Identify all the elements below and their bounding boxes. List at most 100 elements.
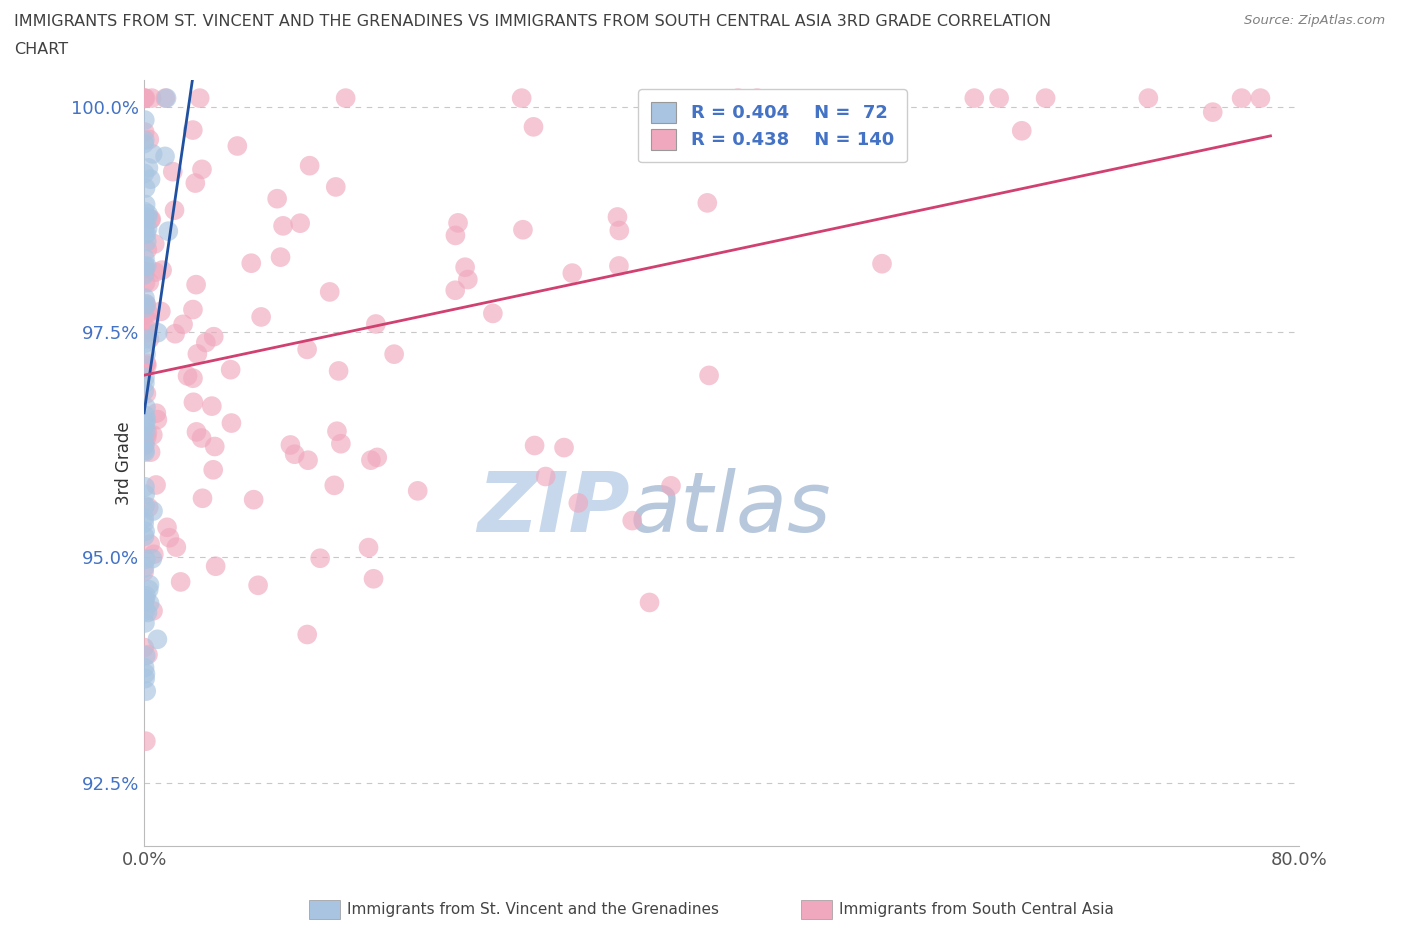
Point bbox=[136, 242, 159, 257]
Point bbox=[169, 575, 191, 590]
Point bbox=[143, 236, 166, 251]
Point bbox=[150, 262, 173, 277]
Point bbox=[134, 136, 156, 151]
Point bbox=[271, 219, 294, 233]
Point bbox=[134, 565, 156, 579]
Point bbox=[134, 384, 156, 399]
Point bbox=[1137, 90, 1160, 105]
Point bbox=[134, 671, 156, 686]
Point bbox=[135, 197, 157, 212]
Point bbox=[457, 272, 479, 287]
Point bbox=[382, 347, 405, 362]
Point bbox=[406, 484, 429, 498]
Point bbox=[134, 640, 156, 655]
Point bbox=[141, 90, 163, 105]
Point bbox=[510, 90, 533, 105]
Point bbox=[363, 571, 385, 586]
Point bbox=[138, 500, 160, 515]
Point bbox=[149, 304, 172, 319]
Point bbox=[325, 179, 347, 194]
Point bbox=[136, 647, 159, 662]
Point bbox=[138, 314, 160, 329]
Point bbox=[157, 530, 180, 545]
Point bbox=[219, 362, 242, 377]
Point bbox=[165, 539, 187, 554]
Point bbox=[444, 283, 467, 298]
Point bbox=[988, 90, 1011, 105]
Point bbox=[134, 210, 156, 225]
Point bbox=[357, 540, 380, 555]
Point bbox=[134, 616, 156, 631]
Point bbox=[553, 440, 575, 455]
Point bbox=[139, 172, 162, 187]
Point bbox=[134, 408, 156, 423]
Legend: R = 0.404    N =  72, R = 0.438    N = 140: R = 0.404 N = 72, R = 0.438 N = 140 bbox=[638, 89, 907, 163]
Point bbox=[328, 364, 350, 379]
Point bbox=[172, 317, 194, 332]
Point bbox=[183, 395, 205, 410]
Point bbox=[165, 326, 187, 341]
Point bbox=[134, 290, 156, 305]
Point bbox=[155, 90, 177, 105]
Point bbox=[134, 113, 156, 127]
Point bbox=[134, 90, 156, 105]
Point bbox=[534, 469, 557, 484]
Point bbox=[366, 450, 388, 465]
Point bbox=[134, 660, 156, 675]
Point bbox=[145, 405, 167, 420]
Point bbox=[142, 604, 165, 618]
Point bbox=[136, 326, 159, 340]
Point bbox=[134, 498, 156, 513]
Point bbox=[146, 631, 169, 646]
Text: atlas: atlas bbox=[630, 469, 831, 550]
Point bbox=[745, 90, 768, 105]
Point bbox=[184, 176, 207, 191]
Point bbox=[298, 158, 321, 173]
Point bbox=[135, 430, 157, 445]
Point bbox=[176, 368, 198, 383]
Point bbox=[134, 260, 156, 275]
Point bbox=[134, 529, 156, 544]
Point bbox=[134, 331, 156, 346]
Point bbox=[134, 479, 156, 494]
Point bbox=[134, 300, 156, 315]
Point bbox=[138, 578, 160, 592]
Point bbox=[132, 220, 155, 235]
Text: ZIP: ZIP bbox=[477, 469, 630, 550]
Point bbox=[447, 216, 470, 231]
Point bbox=[607, 223, 630, 238]
Point bbox=[135, 358, 157, 373]
Point bbox=[135, 423, 157, 438]
Text: Immigrants from St. Vincent and the Grenadines: Immigrants from St. Vincent and the Gren… bbox=[347, 902, 720, 917]
Point bbox=[181, 371, 204, 386]
Point bbox=[134, 90, 156, 105]
Point bbox=[142, 428, 165, 443]
Point bbox=[136, 206, 159, 221]
Point bbox=[155, 90, 177, 105]
Point bbox=[142, 504, 165, 519]
Point bbox=[146, 326, 169, 340]
Point bbox=[134, 604, 156, 618]
Point bbox=[134, 125, 156, 140]
Point bbox=[638, 595, 661, 610]
Point bbox=[326, 424, 349, 439]
Point bbox=[188, 90, 211, 105]
Point bbox=[607, 259, 630, 273]
Point bbox=[135, 400, 157, 415]
Point bbox=[454, 259, 477, 274]
Point bbox=[134, 666, 156, 681]
Point bbox=[134, 133, 156, 148]
Point bbox=[335, 90, 357, 105]
Point bbox=[284, 446, 307, 461]
Point bbox=[204, 439, 226, 454]
Point bbox=[727, 90, 749, 105]
Point bbox=[1035, 90, 1057, 105]
Point bbox=[135, 386, 157, 401]
Point bbox=[135, 227, 157, 242]
Point bbox=[135, 356, 157, 371]
Point bbox=[138, 332, 160, 347]
Point bbox=[153, 149, 176, 164]
Point bbox=[146, 412, 169, 427]
Point bbox=[134, 166, 156, 180]
Point bbox=[141, 212, 163, 227]
